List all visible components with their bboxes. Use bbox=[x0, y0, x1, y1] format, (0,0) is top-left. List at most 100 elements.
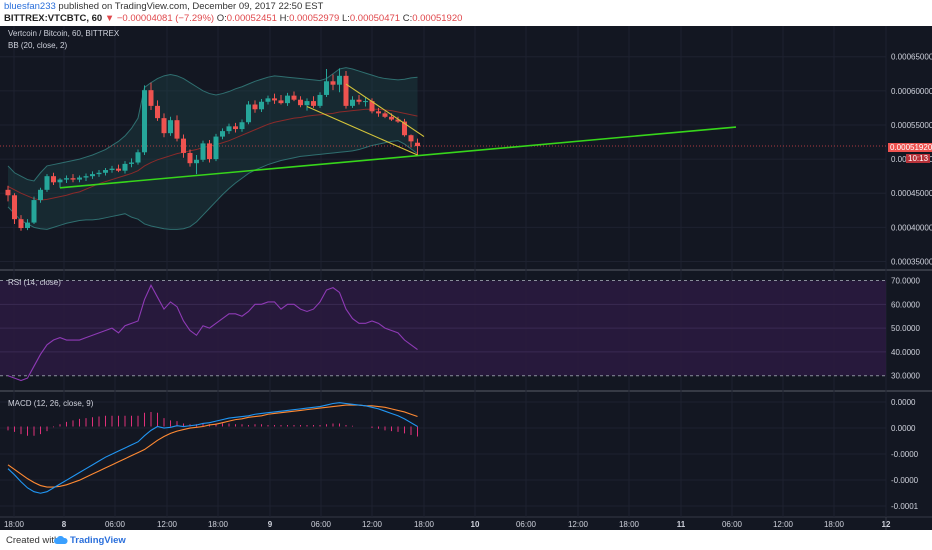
candle-up bbox=[213, 136, 219, 160]
low-value: 0.00050471 bbox=[349, 13, 401, 24]
rsi-tick-label: 70.0000 bbox=[891, 277, 920, 286]
x-tick-label: 06:00 bbox=[311, 520, 332, 529]
candle-down bbox=[382, 113, 388, 117]
publish-header: bluesfan233 published on TradingView.com… bbox=[0, 0, 932, 26]
x-tick-label: 12 bbox=[882, 520, 891, 529]
candle-up bbox=[129, 162, 134, 164]
candle-up bbox=[109, 168, 115, 171]
author-link[interactable]: bluesfan233 bbox=[4, 1, 56, 12]
candle-up bbox=[226, 126, 232, 132]
candle-down bbox=[252, 104, 258, 110]
candle-down bbox=[116, 168, 121, 171]
x-tick-label: 18:00 bbox=[414, 520, 435, 529]
candle-up bbox=[64, 178, 69, 180]
candle-up bbox=[103, 170, 108, 173]
candle-up bbox=[265, 98, 271, 102]
open-label: O: bbox=[216, 13, 227, 24]
wedge-lower-line bbox=[306, 106, 418, 156]
candle-down bbox=[272, 98, 277, 101]
high-value: 0.00052979 bbox=[289, 13, 340, 24]
candle-up bbox=[142, 90, 147, 153]
rsi-indicator-label[interactable]: RSI (14, close) bbox=[8, 278, 61, 287]
candle-down bbox=[51, 176, 56, 183]
candle-down bbox=[311, 101, 316, 106]
bollinger-lower-line bbox=[7, 140, 418, 230]
ohlc-line: BITTREX:VTCBTC, 60 ▼ −0.00004081 (−7.29%… bbox=[4, 13, 462, 24]
main-pane-title: Vertcoin / Bitcoin, 60, BITTREX bbox=[8, 29, 120, 38]
bollinger-middle-line bbox=[7, 108, 418, 201]
change-value: −0.00004081 (−7.29%) bbox=[116, 13, 215, 24]
candle-down bbox=[389, 116, 394, 120]
candle-down bbox=[291, 95, 297, 100]
candle-down bbox=[148, 90, 154, 106]
candle-down bbox=[408, 135, 414, 142]
x-tick-label: 12:00 bbox=[362, 520, 383, 529]
x-tick-label: 06:00 bbox=[722, 520, 743, 529]
price-tick-label: 0.00055000 bbox=[891, 121, 932, 130]
candle-down bbox=[369, 101, 375, 112]
candle-down bbox=[161, 118, 167, 134]
high-label: H: bbox=[279, 13, 290, 24]
candle-down bbox=[155, 105, 160, 119]
rsi-tick-label: 40.0000 bbox=[891, 348, 920, 357]
candle-down bbox=[5, 189, 11, 196]
tradingview-brand-link[interactable]: TradingView bbox=[70, 535, 126, 546]
wedge-upper-line bbox=[345, 83, 425, 138]
candle-down bbox=[12, 195, 17, 220]
candle-up bbox=[31, 200, 37, 223]
open-value: 0.00052451 bbox=[226, 13, 277, 24]
change-down-icon: ▼ bbox=[104, 13, 115, 24]
candle-up bbox=[168, 120, 173, 134]
candle-down bbox=[207, 143, 212, 160]
candle-down bbox=[376, 111, 381, 114]
x-tick-label: 18:00 bbox=[208, 520, 229, 529]
price-tick-label: 0.00065000 bbox=[891, 53, 932, 62]
candle-up bbox=[25, 222, 30, 229]
bollinger-fill bbox=[8, 67, 418, 230]
chart-area[interactable]: 18:00 8 06:00 12:00 18:00 9 06:00 12:00 18:00 10 0… bbox=[0, 26, 932, 530]
x-tick-label: 10 bbox=[471, 520, 480, 529]
macd-tick-label: -0.0000 bbox=[891, 476, 919, 485]
candle-up bbox=[194, 159, 199, 164]
x-tick-label: 18:00 bbox=[824, 520, 845, 529]
candle-up bbox=[220, 131, 225, 137]
macd-signal-line bbox=[7, 404, 418, 488]
macd-tick-label: 0.0000 bbox=[891, 424, 916, 433]
candle-down bbox=[70, 178, 76, 180]
bar-countdown-tag: 10:13 bbox=[906, 154, 931, 163]
candle-up bbox=[83, 176, 89, 178]
candle-up bbox=[90, 174, 95, 177]
close-value: 0.00051920 bbox=[412, 13, 463, 24]
rsi-tick-label: 30.0000 bbox=[891, 372, 920, 381]
candle-up bbox=[285, 95, 290, 104]
candle-up bbox=[304, 101, 310, 106]
candle-down bbox=[395, 119, 401, 122]
x-tick-label: 12:00 bbox=[157, 520, 178, 529]
candle-up bbox=[246, 104, 251, 123]
candle-down bbox=[181, 138, 186, 153]
candle-down bbox=[174, 120, 180, 139]
last-price-tag: 0.00051920 bbox=[888, 143, 932, 152]
candle-up bbox=[122, 163, 128, 171]
symbol-label: BITTREX:VTCBTC, 60 bbox=[4, 13, 103, 24]
bb-indicator-label[interactable]: BB (20, close, 2) bbox=[8, 41, 68, 50]
price-tick-label: 0.00045000 bbox=[891, 189, 932, 198]
x-tick-label: 18:00 bbox=[619, 520, 640, 529]
candle-up bbox=[363, 101, 368, 103]
candle-up bbox=[259, 101, 264, 110]
candle-down bbox=[187, 152, 193, 164]
footer: Created with TradingView bbox=[0, 530, 932, 550]
macd-tick-label: -0.0000 bbox=[891, 450, 919, 459]
bollinger-upper-line bbox=[7, 67, 418, 182]
macd-indicator-label[interactable]: MACD (12, 26, close, 9) bbox=[8, 399, 94, 408]
price-tick-label: 0.00035000 bbox=[891, 257, 932, 266]
candle-up bbox=[38, 189, 43, 201]
candle-up bbox=[200, 143, 206, 160]
chart-svg[interactable]: 18:00 8 06:00 12:00 18:00 9 06:00 12:00 18:00 10 0… bbox=[0, 26, 932, 530]
candle-down bbox=[18, 219, 24, 229]
publish-line: bluesfan233 published on TradingView.com… bbox=[4, 1, 323, 12]
candle-down bbox=[343, 75, 349, 106]
rsi-tick-label: 60.0000 bbox=[891, 300, 920, 309]
low-label: L: bbox=[341, 13, 350, 24]
candle-down bbox=[233, 126, 238, 130]
